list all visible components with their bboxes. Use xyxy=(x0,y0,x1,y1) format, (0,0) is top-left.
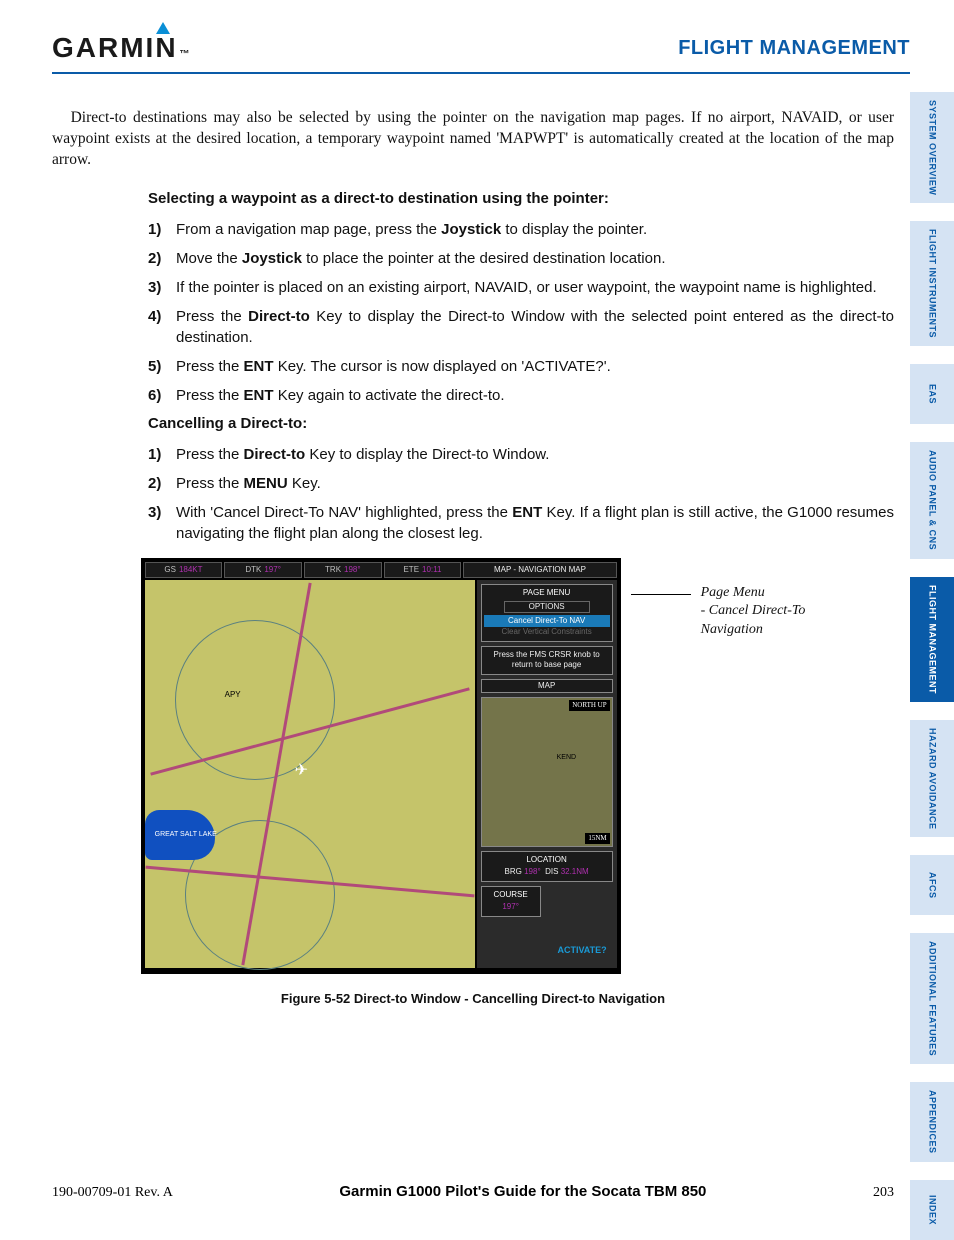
step-item: 5)Press the ENT Key. The cursor is now d… xyxy=(148,356,894,377)
step-number: 5) xyxy=(148,356,176,377)
step-item: 6)Press the ENT Key again to activate th… xyxy=(148,385,894,406)
tab-additional-features[interactable]: ADDITIONAL FEATURES xyxy=(910,933,954,1064)
page-header: GARMIN ™ FLIGHT MANAGEMENT xyxy=(52,24,910,74)
page-number: 203 xyxy=(873,1185,894,1201)
mfd-screenshot: GS184KT DTK197° TRK198° ETE10:11 MAP - N… xyxy=(141,558,621,974)
step-text: Move the Joystick to place the pointer a… xyxy=(176,248,894,269)
logo-triangle-icon xyxy=(156,22,170,34)
lake-label: GREAT SALT LAKE xyxy=(155,830,217,839)
bold-term: Joystick xyxy=(441,221,501,238)
tab-index[interactable]: INDEX xyxy=(910,1180,954,1240)
mini-kend: KEND xyxy=(557,753,576,762)
activate-prompt[interactable]: ACTIVATE? xyxy=(557,944,606,956)
step-item: 1)Press the Direct-to Key to display the… xyxy=(148,444,894,465)
course-box: COURSE 197° xyxy=(481,886,541,917)
logo-text: GARMIN xyxy=(52,32,178,64)
step-number: 1) xyxy=(148,219,176,240)
procedure-1-title: Selecting a waypoint as a direct-to dest… xyxy=(148,189,894,209)
step-text: From a navigation map page, press the Jo… xyxy=(176,219,894,240)
step-number: 2) xyxy=(148,473,176,494)
mini-map: NORTH UP KEND 15NM xyxy=(481,697,613,847)
garmin-logo: GARMIN ™ xyxy=(52,32,192,64)
mfd-topbar: GS184KT DTK197° TRK198° ETE10:11 MAP - N… xyxy=(145,562,617,578)
step-number: 4) xyxy=(148,306,176,348)
topbar-title: MAP - NAVIGATION MAP xyxy=(463,562,616,578)
step-item: 3)With 'Cancel Direct-To NAV' highlighte… xyxy=(148,502,894,544)
location-box: LOCATION BRG 198° DIS 32.1NM xyxy=(481,851,613,882)
step-number: 1) xyxy=(148,444,176,465)
step-item: 1)From a navigation map page, press the … xyxy=(148,219,894,240)
page-menu-header: PAGE MENU xyxy=(484,588,610,598)
step-item: 4)Press the Direct-to Key to display the… xyxy=(148,306,894,348)
mfd-side-panel: PAGE MENU OPTIONS Cancel Direct-To NAV C… xyxy=(477,580,617,968)
step-text: Press the Direct-to Key to display the D… xyxy=(176,444,894,465)
bold-term: Joystick xyxy=(242,250,302,267)
step-item: 2)Move the Joystick to place the pointer… xyxy=(148,248,894,269)
options-label: OPTIONS xyxy=(504,601,590,613)
intro-paragraph: Direct-to destinations may also be selec… xyxy=(52,108,894,171)
step-item: 2)Press the MENU Key. xyxy=(148,473,894,494)
section-title: FLIGHT MANAGEMENT xyxy=(678,37,910,60)
trademark: ™ xyxy=(180,49,192,60)
step-number: 3) xyxy=(148,502,176,544)
page-footer: 190-00709-01 Rev. A Garmin G1000 Pilot's… xyxy=(52,1183,894,1201)
waypoint-apy: APY xyxy=(225,690,241,701)
figure-area: GS184KT DTK197° TRK198° ETE10:11 MAP - N… xyxy=(52,558,894,1008)
bold-term: ENT xyxy=(244,358,274,375)
doc-title: Garmin G1000 Pilot's Guide for the Socat… xyxy=(339,1183,706,1200)
topbar-dtk: DTK197° xyxy=(224,562,302,578)
tab-hazard-avoidance[interactable]: HAZARD AVOIDANCE xyxy=(910,720,954,838)
step-number: 6) xyxy=(148,385,176,406)
tab-flight-instruments[interactable]: FLIGHT INSTRUMENTS xyxy=(910,221,954,346)
aircraft-icon: ✈ xyxy=(295,760,308,782)
map-header-box: MAP xyxy=(481,679,613,693)
range-ring xyxy=(175,620,335,780)
menu-item-clear-vertical: Clear Vertical Constraints xyxy=(484,627,610,637)
side-tabs: SYSTEM OVERVIEW FLIGHT INSTRUMENTS EAS A… xyxy=(910,92,954,1240)
menu-item-cancel-direct-to[interactable]: Cancel Direct-To NAV xyxy=(484,615,610,627)
bold-term: ENT xyxy=(512,504,542,521)
bold-term: ENT xyxy=(244,387,274,404)
callout-leader-line xyxy=(631,594,691,595)
tab-flight-management[interactable]: FLIGHT MANAGEMENT xyxy=(910,577,954,702)
step-number: 3) xyxy=(148,277,176,298)
step-text: Press the Direct-to Key to display the D… xyxy=(176,306,894,348)
topbar-gs: GS184KT xyxy=(145,562,223,578)
procedure-2-steps: 1)Press the Direct-to Key to display the… xyxy=(148,444,894,544)
step-text: Press the ENT Key again to activate the … xyxy=(176,385,894,406)
figure-caption: Figure 5-52 Direct-to Window - Cancellin… xyxy=(281,990,665,1008)
range-label: 15NM xyxy=(585,833,609,844)
step-text: Press the MENU Key. xyxy=(176,473,894,494)
step-number: 2) xyxy=(148,248,176,269)
north-up-label: NORTH UP xyxy=(569,700,609,711)
navigation-map: ✈ APY GREAT SALT LAKE xyxy=(145,580,475,968)
page-content: Direct-to destinations may also be selec… xyxy=(52,108,894,1008)
tab-appendices[interactable]: APPENDICES xyxy=(910,1082,954,1162)
tab-system-overview[interactable]: SYSTEM OVERVIEW xyxy=(910,92,954,203)
page-menu-box: PAGE MENU OPTIONS Cancel Direct-To NAV C… xyxy=(481,584,613,642)
procedure-2-title: Cancelling a Direct-to: xyxy=(148,414,894,434)
bold-term: Direct-to xyxy=(244,446,306,463)
doc-id: 190-00709-01 Rev. A xyxy=(52,1185,173,1201)
procedure-1-steps: 1)From a navigation map page, press the … xyxy=(148,219,894,406)
step-item: 3)If the pointer is placed on an existin… xyxy=(148,277,894,298)
topbar-trk: TRK198° xyxy=(304,562,382,578)
tab-audio-panel-cns[interactable]: AUDIO PANEL & CNS xyxy=(910,442,954,558)
step-text: If the pointer is placed on an existing … xyxy=(176,277,894,298)
tab-eas[interactable]: EAS xyxy=(910,364,954,424)
figure-callout: Page Menu - Cancel Direct-To Navigation xyxy=(701,584,806,639)
bold-term: MENU xyxy=(244,475,288,492)
bold-term: Direct-to xyxy=(248,308,310,325)
tab-afcs[interactable]: AFCS xyxy=(910,855,954,915)
hint-box: Press the FMS CRSR knob to return to bas… xyxy=(481,646,613,675)
topbar-ete: ETE10:11 xyxy=(384,562,462,578)
step-text: Press the ENT Key. The cursor is now dis… xyxy=(176,356,894,377)
step-text: With 'Cancel Direct-To NAV' highlighted,… xyxy=(176,502,894,544)
